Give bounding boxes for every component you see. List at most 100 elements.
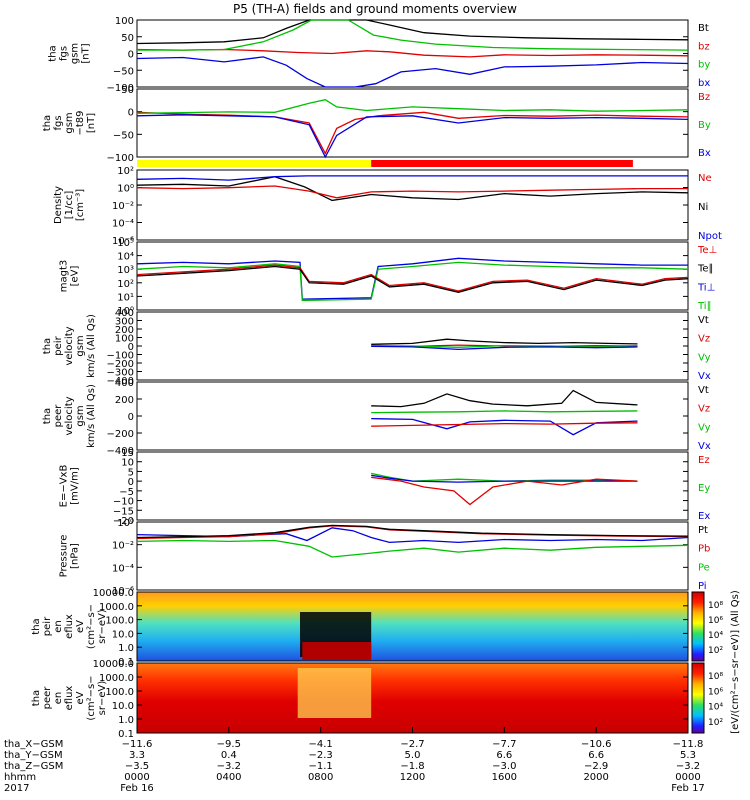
legend-entry: Ez	[698, 455, 710, 466]
ephemeris-value: −2.9	[584, 761, 608, 772]
y-tick-label: 10⁰	[117, 518, 134, 529]
series-ne	[136, 185, 688, 199]
series-vx	[371, 417, 638, 436]
panel-frame	[136, 241, 689, 311]
ephemeris-label: tha_X−GSM	[4, 739, 63, 750]
y-tick-label: 0	[128, 108, 134, 119]
y-tick-label: −200	[107, 429, 134, 440]
colorbar	[691, 591, 705, 662]
y-axis-label: km/s (All Qs)	[86, 314, 97, 378]
y-axis-label: en	[53, 620, 64, 633]
y-axis-label: tha	[48, 45, 59, 61]
ephemeris-value: −10.6	[581, 739, 612, 750]
spectrogram-gap	[297, 668, 372, 718]
y-tick-label: 50	[121, 33, 134, 44]
panel-frame	[136, 451, 689, 521]
y-axis-label: km/s (All Qs)	[86, 384, 97, 448]
colorbar-tick-label: 10²	[708, 646, 723, 656]
legend-entry: Bz	[698, 92, 710, 103]
y-axis-label: Pressure	[59, 535, 70, 578]
legend-entry: By	[698, 120, 711, 131]
y-axis-label: peer	[42, 686, 53, 710]
ephemeris-value: −3.5	[125, 761, 149, 772]
y-axis-label: en	[53, 692, 64, 705]
ephemeris-label: tha_Y−GSM	[4, 750, 63, 761]
series-pe	[136, 539, 689, 558]
y-tick-label: −400	[107, 376, 134, 387]
ephemeris-value: 0800	[308, 772, 333, 783]
y-tick-label: −100	[107, 83, 134, 94]
series-vt	[371, 389, 638, 408]
ephemeris-value: −3.2	[676, 761, 700, 772]
ephemeris-label: 2017	[4, 783, 29, 794]
y-tick-label: −300	[107, 368, 134, 379]
panel-frame	[136, 521, 689, 591]
series-vt	[371, 338, 638, 345]
y-tick-label: 0	[128, 50, 134, 61]
y-tick-label: 10000.0	[93, 659, 134, 670]
y-axis-label: tha	[31, 618, 42, 634]
y-tick-label: −200	[107, 359, 134, 370]
legend-entry: Ex	[698, 511, 710, 522]
ephemeris-label: hhmm	[4, 772, 36, 783]
legend-entry: Vz	[698, 334, 710, 345]
y-tick-label: 10⁻⁴	[112, 563, 134, 574]
ephemeris-value: −9.5	[217, 739, 241, 750]
series-vz	[371, 422, 638, 427]
y-axis-label: gsm	[64, 112, 75, 133]
y-tick-label: 0	[128, 342, 134, 353]
colorbar-tick-label: 10⁴	[708, 631, 723, 641]
series-vx	[371, 345, 638, 351]
ephemeris-value: 0000	[675, 772, 700, 783]
legend-entry: Vy	[698, 422, 711, 433]
y-tick-label: 400	[115, 308, 134, 319]
y-axis-label: eflux	[64, 686, 75, 711]
ephemeris-value: −3.2	[217, 761, 241, 772]
y-tick-label: 400	[115, 378, 134, 389]
colorbar-tick-label: 10⁶	[708, 616, 723, 626]
y-tick-label: 10⁴	[117, 252, 134, 263]
y-tick-label: 10⁰	[117, 184, 134, 195]
y-axis-label: E=−VxB	[59, 465, 70, 508]
ephemeris-value: 2000	[583, 772, 608, 783]
series-vy	[371, 410, 638, 414]
ephemeris-value: 0000	[124, 772, 149, 783]
colorbar-tick-label: 10⁸	[708, 672, 723, 682]
y-tick-label: 0.1	[118, 657, 134, 668]
y-axis-label: −t89	[75, 110, 86, 135]
y-axis-label: eV	[75, 691, 86, 704]
y-axis-label: sr−eV)	[97, 681, 108, 716]
legend-entry: Ey	[698, 483, 710, 494]
ephemeris-value: −3.0	[492, 761, 516, 772]
y-tick-label: −50	[113, 66, 134, 77]
colorbar-tick-label: 10²	[708, 718, 723, 728]
y-tick-label: 1000.0	[99, 673, 134, 684]
ephemeris-value: Feb 17	[671, 783, 705, 794]
mode-bar-segment	[371, 160, 633, 167]
series-ti	[136, 257, 688, 300]
series-pt	[136, 524, 689, 539]
y-axis-label: gsm	[70, 43, 81, 64]
legend-entry: Ti⊥	[697, 282, 715, 293]
colorbar-label: [eV/(cm²−s−sr−eV)] (All Qs)	[730, 590, 741, 734]
legend-entry: Bt	[698, 23, 709, 34]
y-tick-label: 200	[115, 325, 134, 336]
y-tick-label: 5	[128, 467, 134, 478]
y-tick-label: −20	[113, 516, 134, 527]
y-axis-label: fgs	[53, 115, 64, 130]
ephemeris-value: 0.4	[221, 750, 237, 761]
ephemeris-value: 5.0	[405, 750, 421, 761]
y-tick-label: −15	[113, 506, 134, 517]
panel-frame	[136, 88, 689, 158]
y-tick-label: 10	[121, 458, 134, 469]
y-axis-label: eflux	[64, 614, 75, 639]
y-tick-label: 50	[121, 85, 134, 96]
y-tick-label: 1000.0	[99, 602, 134, 613]
ephemeris-label: tha_Z−GSM	[4, 761, 63, 772]
ephemeris-value: −1.8	[400, 761, 424, 772]
ephemeris-value: 0400	[216, 772, 241, 783]
y-axis-label: [cm⁻³]	[75, 189, 86, 221]
y-tick-label: −100	[107, 153, 134, 164]
colorbar-tick-label: 10⁸	[708, 601, 723, 611]
y-tick-label: 10.0	[112, 701, 134, 712]
